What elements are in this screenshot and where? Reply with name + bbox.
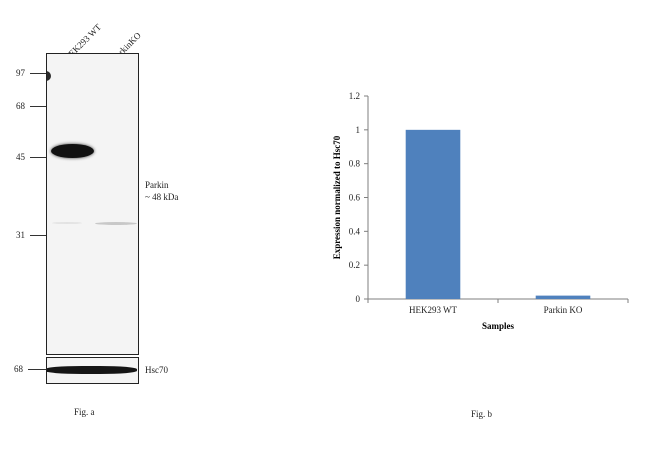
- parkin-band-wt: [51, 144, 94, 158]
- faint-band-wt: [52, 222, 82, 224]
- bar-chart: 0 0.2 0.4 0.6 0.8 1 1.2 HEK293 WT Parkin KO Expr…: [332, 91, 629, 331]
- bar-0: [405, 129, 461, 299]
- marker-tick-97: [30, 73, 46, 74]
- bar-1: [535, 295, 591, 299]
- x-axis-label: Samples: [482, 321, 515, 331]
- y-tick-label: 0.8: [349, 159, 361, 169]
- edge-band: [47, 71, 51, 81]
- marker-tick-68: [30, 106, 46, 107]
- marker-31: 31: [16, 230, 25, 240]
- y-axis-label: Expression normalized to Hsc70: [332, 135, 342, 259]
- marker-97: 97: [16, 68, 25, 78]
- band-label-size: ~ 48 kDa: [145, 192, 179, 202]
- figure-a-label: Fig. a: [74, 407, 95, 417]
- band-label-parkin: Parkin: [145, 180, 169, 190]
- y-tick-label: 0: [356, 294, 361, 304]
- chart-plot-area: 0 0.2 0.4 0.6 0.8 1 1.2 HEK293 WT Parkin KO: [349, 91, 629, 315]
- control-blot-panel: [46, 357, 139, 384]
- y-tick-label: 1.2: [349, 91, 360, 101]
- marker-45: 45: [16, 152, 25, 162]
- marker-68: 68: [16, 101, 25, 111]
- faint-band-ko: [95, 222, 137, 225]
- x-tick-label: Parkin KO: [544, 305, 583, 315]
- control-label: Hsc70: [145, 365, 168, 375]
- blot-panel: [46, 53, 139, 355]
- figure-b-label: Fig. b: [471, 409, 493, 419]
- x-tick-label: HEK293 WT: [409, 305, 458, 315]
- y-tick-label: 0.4: [349, 226, 361, 236]
- marker-tick-31: [30, 235, 46, 236]
- control-marker-68: 68: [14, 364, 23, 374]
- marker-tick-45: [30, 157, 46, 158]
- y-tick-label: 1: [356, 125, 361, 135]
- y-tick-label: 0.6: [349, 193, 361, 203]
- y-tick-label: 0.2: [349, 260, 360, 270]
- control-marker-tick: [28, 369, 46, 370]
- hsc70-band: [47, 366, 137, 374]
